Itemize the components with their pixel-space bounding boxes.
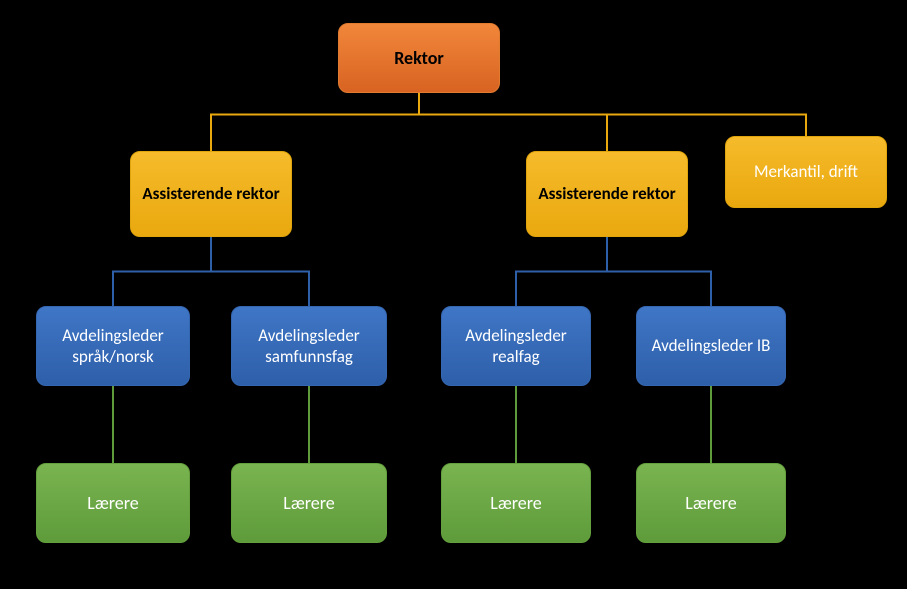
node-label: Avdelingsleder IB [652,335,771,356]
node-label: Merkantil, drift [754,161,858,182]
node-avdelingsleder-ib: Avdelingsleder IB [636,306,786,386]
node-laerere-3: Lærere [441,463,591,543]
node-avdelingsleder-sprak-norsk: Avdelingsleder språk/norsk [36,306,190,386]
org-chart: Rektor Assisterende rektor Assisterende … [0,0,907,589]
node-label: Lærere [87,492,138,515]
node-laerere-1: Lærere [36,463,190,543]
node-avdelingsleder-samfunnsfag: Avdelingsleder samfunnsfag [231,306,387,386]
node-assisterende-rektor-2: Assisterende rektor [526,151,688,237]
node-label: Rektor [394,47,444,70]
node-label: Avdelingsleder språk/norsk [45,325,181,368]
node-label: Lærere [490,492,541,515]
node-rektor: Rektor [338,23,500,93]
node-label: Avdelingsleder samfunnsfag [240,325,378,368]
node-label: Avdelingsleder realfag [450,325,582,368]
node-laerere-2: Lærere [231,463,387,543]
node-merkantil-drift: Merkantil, drift [725,136,887,208]
node-label: Lærere [685,492,736,515]
node-label: Assisterende rektor [142,183,279,204]
node-label: Lærere [283,492,334,515]
node-laerere-4: Lærere [636,463,786,543]
node-label: Assisterende rektor [538,183,675,204]
node-assisterende-rektor-1: Assisterende rektor [130,151,292,237]
node-avdelingsleder-realfag: Avdelingsleder realfag [441,306,591,386]
